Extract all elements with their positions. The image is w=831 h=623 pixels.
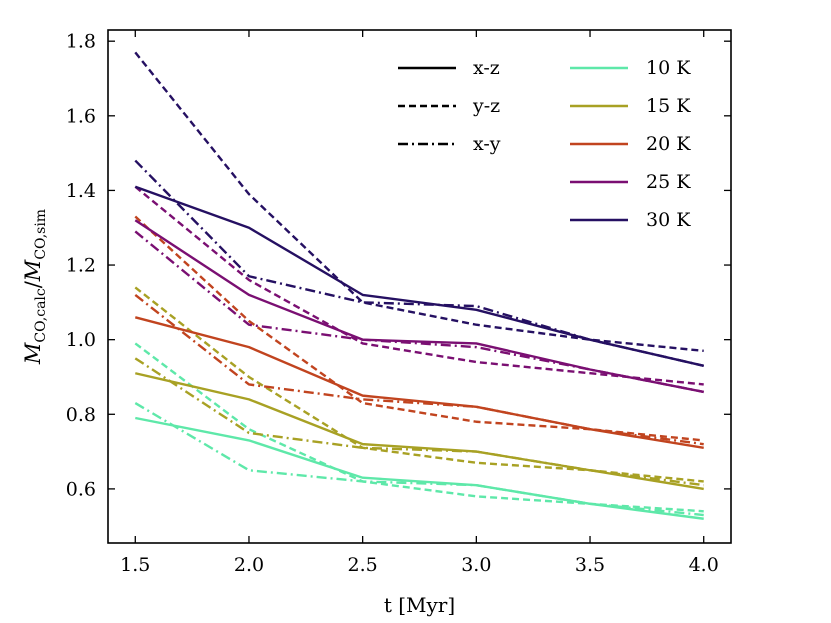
y-tick-label: 0.6	[66, 478, 96, 500]
legend-label-x-y: x-y	[473, 133, 501, 155]
x-tick-label: 3.0	[461, 554, 491, 576]
series-line-30k-y-z	[134, 51, 704, 353]
series-line-25k-x-z	[134, 219, 704, 394]
series-line-30k-x-y	[134, 159, 704, 367]
legend-label-30k: 30 K	[646, 209, 691, 231]
y-tick-label: 0.8	[66, 404, 96, 426]
legend: x-z y-z x-y 10 K 15 K 20 K 25 K 30 K	[398, 57, 691, 231]
legend-label-25k: 25 K	[646, 171, 691, 193]
legend-label-15k: 15 K	[646, 95, 691, 117]
x-tick-label: 3.5	[575, 554, 605, 576]
series-line-10k-x-y	[134, 402, 704, 517]
series-layer	[134, 51, 704, 520]
legend-label-x-z: x-z	[473, 57, 500, 79]
series-line-15k-x-z	[135, 372, 704, 491]
legend-label-20k: 20 K	[646, 133, 691, 155]
y-tick-label: 1.4	[66, 180, 96, 202]
series-line-10k-y-z	[134, 342, 704, 513]
series-line-20k-y-z	[134, 215, 704, 442]
series-line-15k-y-z	[134, 286, 704, 483]
x-tick-label: 1.5	[120, 554, 150, 576]
y-axis-label: MCO,calc/MCO,sim	[21, 209, 49, 365]
x-axis-label: t [Myr]	[384, 593, 455, 617]
series-line-20k-x-y	[134, 293, 704, 446]
x-tick-label: 2.0	[234, 554, 264, 576]
ticks-layer: 1.5 2.0 2.5 3.0 3.5 4.0 0.6 0.8 1.0 1.2 1.4 1.6 1.8	[66, 30, 731, 576]
x-tick-label: 2.5	[348, 554, 378, 576]
series-line-25k-y-z	[134, 185, 704, 386]
series-line-30k-x-z	[134, 185, 704, 367]
legend-label-10k: 10 K	[646, 57, 691, 79]
series-line-20k-x-z	[134, 316, 704, 450]
series-line-15k-x-y	[134, 357, 704, 487]
y-tick-label: 1.0	[66, 329, 96, 351]
y-tick-label: 1.8	[66, 31, 96, 53]
y-tick-label: 1.2	[66, 255, 96, 277]
legend-label-y-z: y-z	[472, 95, 500, 117]
series-line-25k-x-y	[134, 230, 704, 394]
x-tick-label: 4.0	[689, 554, 719, 576]
axes-frame	[107, 29, 732, 544]
y-tick-label: 1.6	[66, 105, 96, 127]
